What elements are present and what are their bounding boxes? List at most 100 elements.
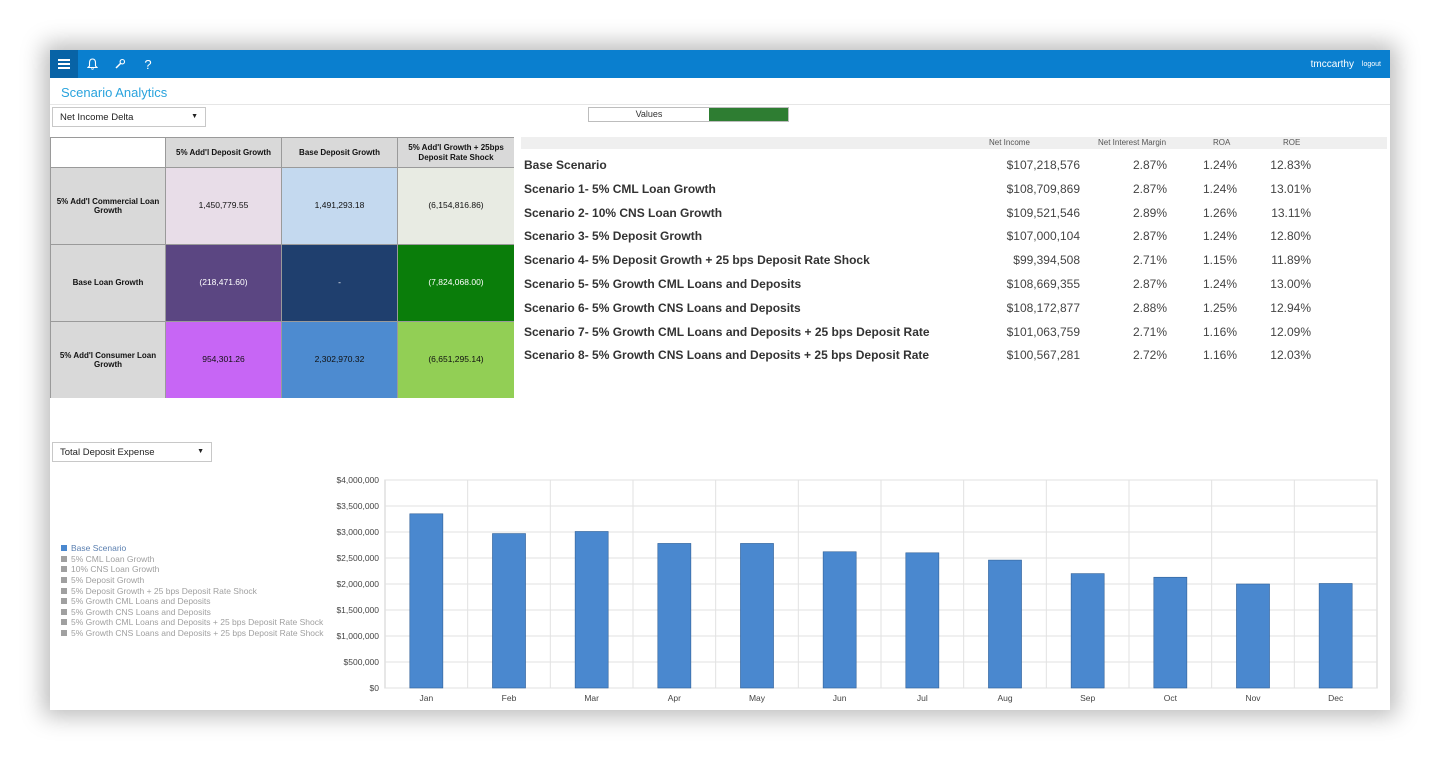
scenario-row[interactable]: Scenario 6- 5% Growth CNS Loans and Depo… (521, 301, 1387, 325)
legend-item[interactable]: 5% Deposit Growth (61, 575, 324, 586)
legend-item[interactable]: 5% Growth CML Loans and Deposits (61, 596, 324, 607)
scenario-row[interactable]: Scenario 2- 10% CNS Loan Growth $109,521,… (521, 206, 1387, 230)
divider (50, 104, 1390, 105)
scenario-name: Scenario 2- 10% CNS Loan Growth (524, 205, 723, 220)
bar (1318, 583, 1353, 689)
help-icon[interactable]: ? (144, 56, 152, 72)
net-income-value: $101,063,759 (1006, 324, 1080, 339)
logout-link[interactable]: logout (1361, 61, 1381, 68)
roe-value: 12.80% (1270, 229, 1311, 244)
legend-item[interactable]: 10% CNS Loan Growth (61, 564, 324, 575)
matrix-cell[interactable]: (6,154,816.86) (398, 168, 514, 245)
scenario-name: Scenario 1- 5% CML Loan Growth (524, 181, 716, 196)
legend-item[interactable]: Base Scenario (61, 543, 324, 554)
roa-value: 1.16% (1202, 348, 1237, 363)
chart-metric-select[interactable]: Total Deposit Expense ▼ (52, 442, 212, 462)
bar (409, 513, 444, 689)
scenario-name: Scenario 6- 5% Growth CNS Loans and Depo… (524, 300, 801, 315)
x-tick-label: Mar (584, 693, 599, 703)
scenario-row[interactable]: Scenario 8- 5% Growth CNS Loans and Depo… (521, 348, 1387, 372)
bar (988, 559, 1022, 689)
legend-item[interactable]: 5% Growth CML Loans and Deposits + 25 bp… (61, 617, 324, 628)
scenario-matrix: 5% Add'l Deposit Growth Base Deposit Gro… (50, 137, 514, 398)
legend-swatch (61, 619, 67, 626)
scenario-name: Scenario 3- 5% Deposit Growth (524, 229, 703, 244)
y-tick-label: $2,000,000 (336, 579, 379, 589)
matrix-cell[interactable]: (218,471.60) (166, 245, 282, 322)
x-tick-label: Oct (1164, 693, 1178, 703)
matrix-metric-select[interactable]: Net Income Delta ▼ (52, 107, 206, 127)
toggle-knob[interactable] (709, 108, 788, 121)
y-tick-label: $1,500,000 (336, 605, 379, 615)
top-navigation-bar: ? tmccarthy logout (50, 50, 1390, 78)
legend-label: Base Scenario (71, 543, 127, 554)
bar (1070, 573, 1105, 689)
menu-icon[interactable] (50, 50, 78, 78)
values-toggle[interactable]: Values (588, 107, 789, 122)
net-income-value: $109,521,546 (1006, 205, 1080, 220)
bar-chart: $0 $500,000 $1,000,000 $1,500,000 $2,000,000… (336, 475, 1378, 703)
y-tick-label: $2,500,000 (336, 553, 379, 563)
legend-item[interactable]: 5% Deposit Growth + 25 bps Deposit Rate … (61, 585, 324, 596)
x-tick-label: Nov (1245, 693, 1261, 703)
matrix-cell[interactable]: - (282, 245, 398, 322)
wrench-icon[interactable] (106, 50, 134, 78)
scenario-row[interactable]: Scenario 7- 5% Growth CML Loans and Depo… (521, 325, 1387, 349)
matrix-corner (51, 138, 166, 168)
roe-value: 12.94% (1270, 300, 1311, 315)
scenario-name: Base Scenario (524, 158, 607, 172)
legend-swatch (61, 598, 67, 605)
bar (905, 552, 940, 689)
legend-swatch (61, 577, 67, 584)
matrix-cell[interactable]: 2,302,970.32 (282, 322, 398, 398)
matrix-cell[interactable]: (7,824,068.00) (398, 245, 514, 322)
app-window: ? tmccarthy logout Scenario Analytics Ne… (50, 50, 1390, 710)
matrix-column-header: 5% Add'l Growth + 25bps Deposit Rate Sho… (398, 138, 514, 168)
roe-value: 11.89% (1271, 253, 1311, 268)
scenario-row[interactable]: Scenario 1- 5% CML Loan Growth $108,709,8… (521, 182, 1387, 206)
roa-value: 1.24% (1202, 181, 1237, 196)
roa-value: 1.15% (1202, 253, 1237, 268)
scenario-name: Scenario 8- 5% Growth CNS Loans and Depo… (524, 348, 930, 363)
bar (1153, 576, 1188, 689)
legend-label: 5% Growth CML Loans and Deposits (71, 596, 211, 607)
nim-value: 2.87% (1132, 277, 1167, 291)
roe-value: 13.00% (1270, 277, 1311, 291)
roa-value: 1.24% (1202, 158, 1237, 172)
bar (1236, 583, 1270, 689)
legend-item[interactable]: 5% CML Loan Growth (61, 554, 324, 565)
scenario-row[interactable]: Base Scenario $107,218,576 2.87% 1.24% 12.83… (521, 158, 1387, 182)
legend-item[interactable]: 5% Growth CNS Loans and Deposits (61, 607, 324, 618)
scenario-table-header: Net Income Net Interest Margin ROA ROE (521, 137, 1387, 149)
legend-label: 5% CML Loan Growth (71, 553, 155, 564)
legend-item[interactable]: 5% Growth CNS Loans and Deposits + 25 bp… (61, 628, 324, 639)
scenario-row[interactable]: Scenario 5- 5% Growth CML Loans and Depo… (521, 277, 1387, 301)
matrix-cell[interactable]: (6,651,295.14) (398, 322, 514, 398)
matrix-cell[interactable]: 954,301.26 (166, 322, 282, 398)
scenario-row[interactable]: Scenario 3- 5% Deposit Growth $107,000,10… (521, 229, 1387, 253)
net-income-value: $108,172,877 (1006, 300, 1080, 315)
legend-swatch (61, 587, 67, 594)
x-tick-label: Jun (833, 693, 847, 703)
scenario-name: Scenario 5- 5% Growth CML Loans and Depo… (524, 277, 802, 291)
matrix-cell[interactable]: 1,450,779.55 (166, 168, 282, 245)
bell-icon[interactable] (78, 50, 106, 78)
column-header-roa: ROA (1213, 138, 1231, 147)
matrix-column-header: 5% Add'l Deposit Growth (166, 138, 282, 168)
bar (822, 551, 857, 689)
matrix-cell[interactable]: 1,491,293.18 (282, 168, 398, 245)
bar (574, 531, 609, 689)
y-tick-label: $0 (370, 683, 380, 693)
legend-swatch (61, 566, 67, 573)
net-income-value: $99,394,508 (1013, 253, 1080, 268)
net-income-value: $107,000,104 (1006, 229, 1080, 244)
legend-label: 5% Growth CNS Loans and Deposits (71, 606, 211, 617)
matrix-row-header: 5% Add'l Consumer Loan Growth (51, 322, 166, 398)
roa-value: 1.25% (1202, 300, 1237, 315)
roa-value: 1.26% (1202, 205, 1237, 220)
legend-label: 5% Growth CML Loans and Deposits + 25 bp… (71, 617, 324, 628)
page-title: Scenario Analytics (61, 85, 168, 100)
x-tick-label: Apr (668, 693, 681, 703)
scenario-row[interactable]: Scenario 4- 5% Deposit Growth + 25 bps D… (521, 253, 1387, 277)
bar (657, 543, 692, 689)
